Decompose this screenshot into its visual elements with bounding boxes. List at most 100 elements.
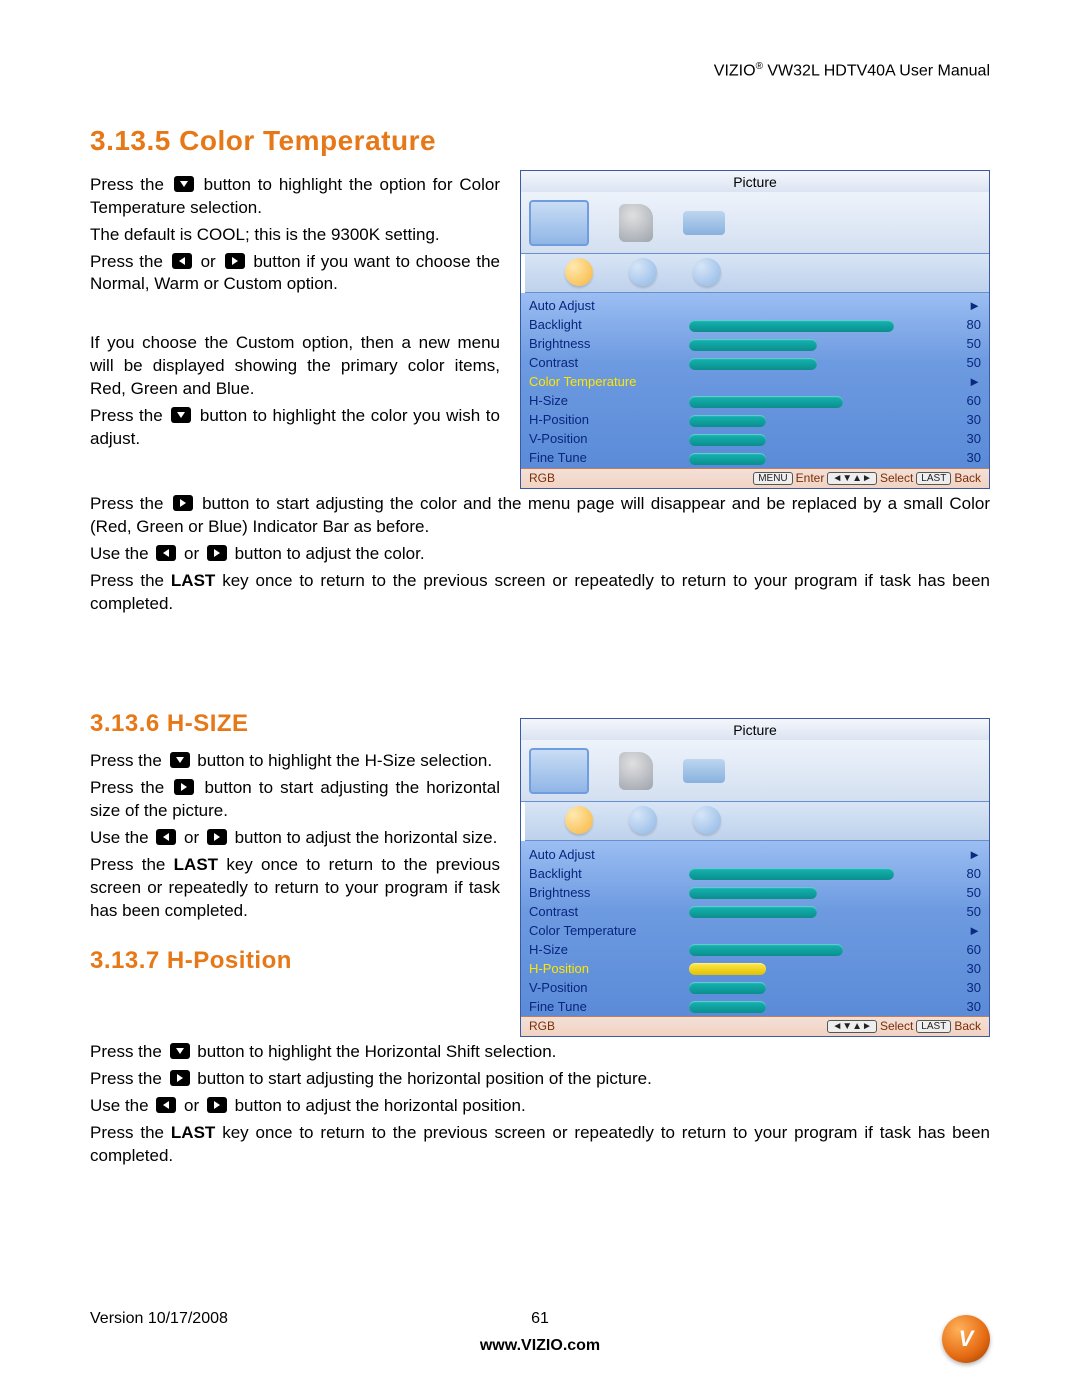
right-icon xyxy=(207,829,227,845)
osd-item-label: H-Size xyxy=(529,943,689,957)
mode-icon xyxy=(629,806,657,834)
s1-p6: Press the button to start adjusting the … xyxy=(90,493,990,539)
s3-p4: Press the LAST key once to return to the… xyxy=(90,1122,990,1168)
s1-p4: If you choose the Custom option, then a … xyxy=(90,332,500,401)
osd-value-bar xyxy=(689,944,843,956)
osd-value: 30 xyxy=(945,1000,981,1014)
mode-icon xyxy=(693,806,721,834)
left-icon xyxy=(172,253,192,269)
key-icon: ◄▼▲► xyxy=(827,1020,877,1033)
tool-icon xyxy=(619,204,653,242)
footer-url: www.VIZIO.com xyxy=(90,1335,990,1357)
osd-item-label: Color Temperature xyxy=(529,924,689,938)
s3-p2: Press the button to start adjusting the … xyxy=(90,1068,990,1091)
osd-item-label: Brightness xyxy=(529,337,689,351)
osd-row: Fine Tune30 xyxy=(521,449,989,468)
section-h-size: 3.13.6 H-SIZE Press the button to highli… xyxy=(90,690,990,1037)
left-icon xyxy=(156,829,176,845)
osd-icon-strip xyxy=(521,192,989,254)
osd-value-bar xyxy=(689,339,817,351)
osd-item-label: H-Position xyxy=(529,962,689,976)
osd-row: V-Position30 xyxy=(521,978,989,997)
osd-row: Color Temperature► xyxy=(521,373,989,392)
osd-value-bar xyxy=(689,415,766,427)
osd-item-label: Contrast xyxy=(529,905,689,919)
s1-p1: Press the button to highlight the option… xyxy=(90,174,500,220)
osd-value: 50 xyxy=(945,886,981,900)
osd-row: Fine Tune 30 xyxy=(521,997,989,1016)
s2-p2: Press the button to start adjusting the … xyxy=(90,777,500,823)
left-icon xyxy=(156,545,176,561)
osd-item-label: Contrast xyxy=(529,356,689,370)
osd-row: Auto Adjust ► xyxy=(521,845,989,864)
osd-value-bar xyxy=(689,1001,766,1013)
osd-item-label: V-Position xyxy=(529,981,689,995)
osd-item-label: Brightness xyxy=(529,886,689,900)
vizio-logo-icon: V xyxy=(942,1315,990,1363)
osd-value-bar xyxy=(689,887,817,899)
heading-h-position: 3.13.7 H-Position xyxy=(90,945,500,977)
right-icon xyxy=(225,253,245,269)
s3-p1: Press the button to highlight the Horizo… xyxy=(90,1041,990,1064)
right-icon xyxy=(207,545,227,561)
osd-value-bar xyxy=(689,963,766,975)
s1-p8: Press the LAST key once to return to the… xyxy=(90,570,990,616)
tv-icon xyxy=(529,748,589,794)
osd-footer-left: RGB xyxy=(529,472,555,485)
heading-color-temperature: 3.13.5 Color Temperature xyxy=(90,122,990,160)
section-color-temperature: Press the button to highlight the option… xyxy=(90,170,990,489)
osd-value: 60 xyxy=(945,394,981,408)
down-icon xyxy=(170,1043,190,1059)
key-icon: LAST xyxy=(916,1020,951,1033)
osd-footer-left: RGB xyxy=(529,1020,555,1033)
osd-row: Brightness 50 xyxy=(521,883,989,902)
osd-icon-strip xyxy=(521,740,989,802)
s2-p4: Press the LAST key once to return to the… xyxy=(90,854,500,923)
key-icon: MENU xyxy=(753,472,792,485)
osd-value: 50 xyxy=(945,905,981,919)
right-icon xyxy=(170,1070,190,1086)
s1-p7: Use the or button to adjust the color. xyxy=(90,543,990,566)
osd-screenshot-1: PictureAuto Adjust►Backlight80Brightness… xyxy=(520,170,990,489)
mode-icon xyxy=(629,258,657,286)
left-icon xyxy=(156,1097,176,1113)
key-icon: LAST xyxy=(916,472,951,485)
s1-p3: Press the or button if you want to choos… xyxy=(90,251,500,297)
mode-icon xyxy=(693,258,721,286)
tv-icon xyxy=(529,200,589,246)
osd-value-bar xyxy=(689,434,766,446)
s1-p2: The default is COOL; this is the 9300K s… xyxy=(90,224,500,247)
down-icon xyxy=(170,752,190,768)
s2-p3: Use the or button to adjust the horizont… xyxy=(90,827,500,850)
text-col-2: 3.13.6 H-SIZE Press the button to highli… xyxy=(90,690,500,987)
right-icon xyxy=(173,495,193,511)
key-icon: ◄▼▲► xyxy=(827,472,877,485)
osd-row: Color Temperature► xyxy=(521,921,989,940)
osd-arrow-icon: ► xyxy=(945,848,981,862)
tool-icon xyxy=(683,759,725,783)
osd-row: H-Position30 xyxy=(521,959,989,978)
osd-sub-icons xyxy=(525,802,989,841)
osd-value-bar xyxy=(689,320,894,332)
osd-value-bar xyxy=(689,982,766,994)
osd-row: H-Size60 xyxy=(521,392,989,411)
osd-value: 30 xyxy=(945,413,981,427)
osd-item-label: V-Position xyxy=(529,432,689,446)
version-text: Version 10/17/2008 xyxy=(90,1310,228,1327)
osd-item-label: Auto Adjust xyxy=(529,848,689,862)
model-line: VW32L HDTV40A User Manual xyxy=(763,62,990,79)
osd-row: V-Position30 xyxy=(521,430,989,449)
osd-value-bar xyxy=(689,906,817,918)
osd-title: Picture xyxy=(521,171,989,192)
osd-screenshot-2: PictureAuto Adjust►Backlight80Brightness… xyxy=(520,718,990,1037)
page-footer: Version 10/17/2008 61 www.VIZIO.com V xyxy=(90,1308,990,1357)
down-icon xyxy=(174,176,194,192)
osd-row: Contrast 50 xyxy=(521,902,989,921)
osd-row: Backlight80 xyxy=(521,316,989,335)
osd-row: Backlight80 xyxy=(521,864,989,883)
osd-item-label: H-Position xyxy=(529,413,689,427)
osd-item-label: Fine Tune xyxy=(529,1000,689,1014)
down-icon xyxy=(171,407,191,423)
right-icon xyxy=(207,1097,227,1113)
osd-value: 50 xyxy=(945,356,981,370)
